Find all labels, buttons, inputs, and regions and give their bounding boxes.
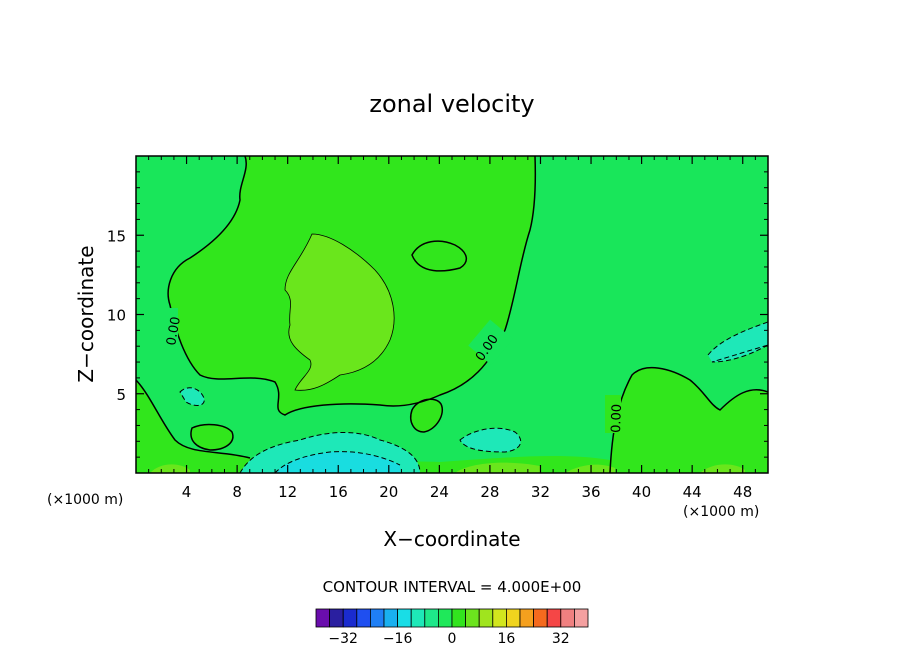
y-tick-label: 15 — [107, 227, 126, 245]
pos-contour-8 — [284, 233, 395, 391]
y-axis-label: Z−coordinate — [74, 245, 98, 382]
contour-label-1: 0.00 — [162, 308, 184, 347]
zero-contour-blob — [411, 240, 467, 272]
chart-title: zonal velocity — [369, 90, 534, 118]
positive-strip-1 — [455, 462, 540, 473]
colorbar-swatch — [519, 608, 535, 628]
x-tick-label: 24 — [430, 483, 449, 501]
x-tick-label: 48 — [733, 483, 752, 501]
contour-field: 0.00 0.00 0.00 — [136, 156, 768, 473]
zero-contour-blob-3 — [410, 398, 443, 433]
positive-region-right — [610, 367, 768, 473]
contour-label-text-3: 0.00 — [609, 404, 625, 433]
positive-blob-3 — [410, 399, 443, 432]
y-tick-label: 10 — [107, 307, 126, 325]
x-tick-label: 16 — [329, 483, 348, 501]
x-tick-label: 36 — [581, 483, 600, 501]
x-tick-label: 44 — [683, 483, 702, 501]
x-tick-label: 40 — [632, 483, 651, 501]
colorbar-swatch — [356, 608, 371, 628]
colorbar-tick-label: 32 — [552, 631, 570, 647]
colorbar-tick-label: 16 — [497, 631, 515, 647]
zero-contour-left — [136, 379, 251, 459]
positive-blob — [412, 241, 467, 271]
x-axis: 4 8 12 16 20 24 28 32 36 40 44 48 — [148, 156, 756, 501]
x-tick-label: 4 — [182, 483, 192, 501]
colorbar-swatch — [533, 608, 548, 628]
colorbar-swatch — [369, 608, 385, 628]
x-tick-label: 20 — [379, 483, 398, 501]
x-unit-right: (×1000 m) — [683, 504, 759, 520]
negative-region-3 — [460, 428, 521, 452]
y-axis: 5 10 15 — [107, 171, 768, 458]
x-tick-label: 32 — [531, 483, 550, 501]
colorbar-swatch — [505, 608, 521, 628]
positive-region-left — [136, 380, 610, 473]
positive-strip-2 — [565, 464, 615, 473]
colorbar-swatch — [478, 608, 494, 628]
x-axis-label: X−coordinate — [383, 527, 520, 551]
neg-contour-1 — [239, 432, 421, 473]
colorbar-swatch — [424, 608, 439, 628]
colorbar-swatch — [451, 608, 467, 628]
colorbar-swatch — [492, 608, 507, 628]
colorbar-tick-label: 0 — [448, 631, 457, 647]
contour-interval: CONTOUR INTERVAL = 4.000E+00 — [323, 578, 582, 596]
negative-region-5 — [180, 387, 205, 406]
zero-contour-main — [167, 156, 537, 416]
zero-contour-blob-2 — [190, 423, 234, 451]
y-tick-label: 5 — [116, 386, 126, 404]
neg-contour-2 — [274, 451, 401, 473]
neg-contour-4 — [707, 321, 768, 363]
contour-label-text-1: 0.00 — [164, 316, 184, 347]
x-tick-label: 8 — [232, 483, 242, 501]
colorbar-swatch — [574, 608, 589, 628]
neg-contour-5 — [179, 387, 205, 406]
positive-8-region — [285, 234, 395, 391]
colorbar-swatch — [329, 608, 344, 628]
neg-contour-3 — [459, 427, 522, 453]
colorbar-swatch — [397, 608, 412, 628]
colorbar-tick-label: −16 — [383, 631, 413, 647]
x-unit-left: (×1000 m) — [47, 492, 123, 508]
colorbar-swatch — [315, 608, 331, 628]
contour-label-3: 0.00 — [605, 395, 625, 433]
negative-contours — [179, 321, 768, 473]
colorbar-swatch — [560, 608, 575, 628]
x-tick-label: 28 — [480, 483, 499, 501]
positive-strip-3 — [150, 464, 190, 473]
colorbar-ticks: −32 −16 0 16 32 — [328, 631, 569, 647]
colorbar — [315, 608, 589, 628]
positive-contours — [284, 233, 395, 391]
positive-strip-4 — [700, 464, 745, 473]
colorbar-swatch — [410, 608, 426, 628]
colorbar-swatch — [546, 608, 562, 628]
positive-blob-2 — [190, 424, 233, 450]
colorbar-swatch — [383, 608, 399, 628]
colorbar-swatch — [342, 608, 358, 628]
x-tick-label: 12 — [278, 483, 297, 501]
colorbar-tick-label: −32 — [328, 631, 358, 647]
colorbar-swatch — [465, 608, 480, 628]
colorbar-swatch — [437, 608, 453, 628]
